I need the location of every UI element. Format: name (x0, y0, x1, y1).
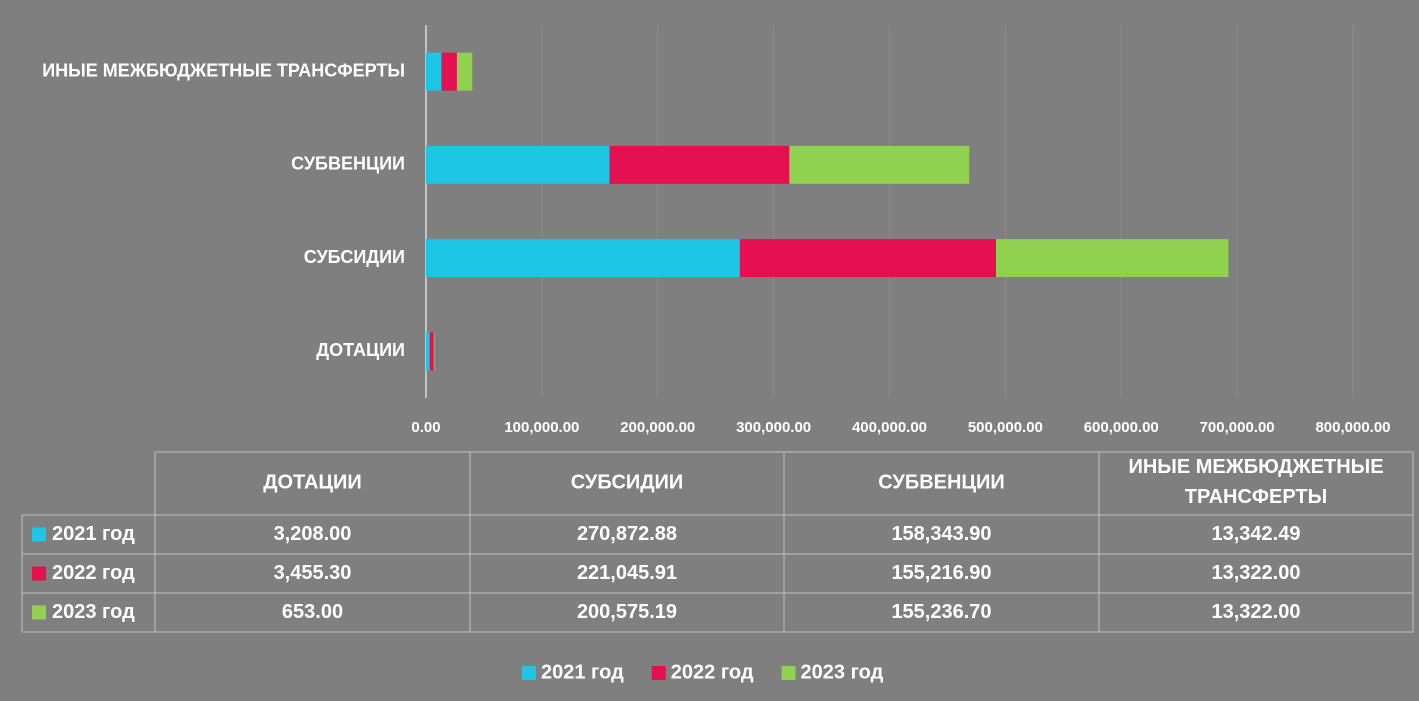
x-tick-label: 300,000.00 (736, 419, 811, 436)
bar-segment (426, 52, 442, 91)
table-header: СУБВЕНЦИИ (878, 471, 1005, 493)
bar-segment (996, 239, 1229, 278)
table-cell: 158,343.90 (891, 523, 991, 545)
bar-segment (426, 332, 430, 371)
x-tick-label: 500,000.00 (968, 419, 1043, 436)
table-legend-key (32, 527, 46, 542)
bar-segment (441, 52, 457, 91)
bar-segment (426, 145, 610, 184)
table-legend-key (32, 605, 46, 620)
table-cell: 653.00 (282, 601, 343, 623)
bar-segment (429, 332, 434, 371)
table-cell: 221,045.91 (577, 562, 677, 584)
legend-key (781, 666, 796, 680)
x-tick-label: 800,000.00 (1315, 419, 1390, 436)
y-tick-label: СУБВЕНЦИИ (291, 154, 405, 174)
table-cell: 13,322.00 (1212, 601, 1301, 623)
table-cell: 13,342.49 (1212, 523, 1301, 545)
y-tick-label: ДОТАЦИИ (316, 340, 405, 360)
bar-segment (739, 239, 997, 278)
table-row-label: 2021 год (52, 523, 135, 545)
y-tick-label: ИНЫЕ МЕЖБЮДЖЕТНЫЕ ТРАНСФЕРТЫ (42, 60, 405, 80)
bar-segment (456, 52, 473, 91)
x-tick-label: 0.00 (411, 419, 440, 436)
table-row-label: 2022 год (52, 562, 135, 584)
legend-key (651, 666, 666, 680)
table-cell: 200,575.19 (577, 601, 677, 623)
x-tick-label: 700,000.00 (1200, 419, 1275, 436)
table-cell: 3,455.30 (274, 562, 352, 584)
legend-key (522, 666, 536, 680)
bar-segment (609, 145, 790, 184)
x-tick-label: 200,000.00 (620, 419, 695, 436)
x-tick-label: 400,000.00 (852, 419, 927, 436)
table-legend-key (32, 566, 46, 581)
table-cell: 155,236.70 (891, 601, 991, 623)
bar-segment (433, 332, 435, 371)
y-tick-label: СУБСИДИИ (304, 247, 405, 267)
x-tick-label: 100,000.00 (504, 419, 579, 436)
table-row-label: 2023 год (52, 601, 135, 623)
table-cell: 3,208.00 (274, 523, 352, 545)
table-cell: 270,872.88 (577, 523, 677, 545)
table-header: СУБСИДИИ (571, 471, 684, 493)
table-cell: 155,216.90 (891, 562, 991, 584)
bar-segment (789, 145, 970, 184)
table-header: ДОТАЦИИ (263, 471, 362, 493)
legend-label: 2022 год (671, 661, 754, 683)
legend-label: 2021 год (541, 661, 624, 683)
legend-label: 2023 год (801, 661, 884, 683)
table-cell: 13,322.00 (1212, 562, 1301, 584)
bar-segment (426, 239, 740, 278)
x-tick-label: 600,000.00 (1084, 419, 1159, 436)
table-header: ИНЫЕ МЕЖБЮДЖЕТНЫЕ ТРАНСФЕРТЫ (1128, 456, 1383, 508)
